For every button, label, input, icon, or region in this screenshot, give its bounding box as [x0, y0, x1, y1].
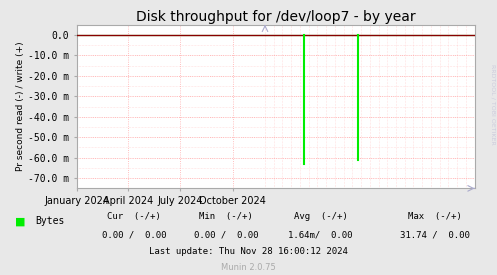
Text: Min  (-/+): Min (-/+) — [199, 212, 253, 221]
Text: 1.64m/  0.00: 1.64m/ 0.00 — [288, 231, 353, 240]
Text: 31.74 /  0.00: 31.74 / 0.00 — [400, 231, 470, 240]
Y-axis label: Pr second read (-) / write (+): Pr second read (-) / write (+) — [16, 42, 25, 171]
Text: 0.00 /  0.00: 0.00 / 0.00 — [102, 231, 166, 240]
Text: Avg  (-/+): Avg (-/+) — [294, 212, 347, 221]
Text: Cur  (-/+): Cur (-/+) — [107, 212, 161, 221]
Text: RRDTOOL / TOBI OETIKER: RRDTOOL / TOBI OETIKER — [491, 64, 496, 145]
Text: 0.00 /  0.00: 0.00 / 0.00 — [194, 231, 258, 240]
Title: Disk throughput for /dev/loop7 - by year: Disk throughput for /dev/loop7 - by year — [136, 10, 415, 24]
Text: Max  (-/+): Max (-/+) — [408, 212, 462, 221]
Text: Munin 2.0.75: Munin 2.0.75 — [221, 263, 276, 272]
Text: Last update: Thu Nov 28 16:00:12 2024: Last update: Thu Nov 28 16:00:12 2024 — [149, 248, 348, 256]
Text: ■: ■ — [15, 216, 25, 226]
Text: Bytes: Bytes — [35, 216, 64, 226]
